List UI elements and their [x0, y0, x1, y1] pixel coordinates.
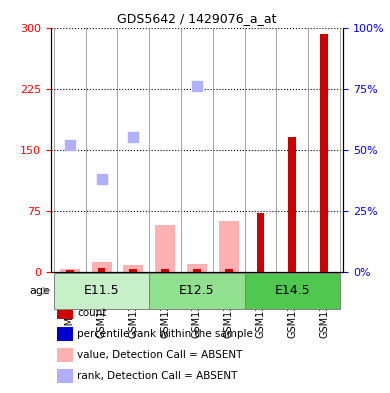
Text: rank, Detection Call = ABSENT: rank, Detection Call = ABSENT: [77, 371, 238, 381]
Bar: [225, 270, 233, 272]
FancyBboxPatch shape: [54, 273, 149, 309]
Point: [194, 83, 200, 89]
Bar: [289, 138, 296, 272]
Bar: [57, 348, 73, 362]
Point: [67, 141, 73, 148]
FancyBboxPatch shape: [245, 273, 340, 309]
Bar: [57, 327, 73, 341]
Bar: [98, 268, 105, 272]
Bar: [57, 306, 73, 320]
Bar: [193, 270, 201, 272]
FancyBboxPatch shape: [149, 273, 245, 309]
Title: GDS5642 / 1429076_a_at: GDS5642 / 1429076_a_at: [117, 12, 277, 25]
Text: E14.5: E14.5: [275, 284, 310, 297]
Text: E12.5: E12.5: [179, 284, 215, 297]
Point: [130, 134, 136, 141]
Bar: [57, 369, 73, 383]
Bar: [129, 268, 137, 272]
Bar: [92, 262, 112, 272]
Bar: [161, 270, 169, 272]
Text: value, Detection Call = ABSENT: value, Detection Call = ABSENT: [77, 350, 243, 360]
Bar: [60, 270, 80, 272]
Text: age: age: [29, 286, 50, 296]
Bar: [219, 221, 239, 272]
Bar: [187, 264, 207, 272]
Text: percentile rank within the sample: percentile rank within the sample: [77, 329, 253, 339]
Bar: [66, 270, 74, 272]
Text: count: count: [77, 308, 106, 318]
Bar: [320, 34, 328, 272]
Bar: [257, 213, 264, 272]
Bar: [155, 225, 175, 272]
Point: [98, 176, 105, 182]
Text: E11.5: E11.5: [84, 284, 119, 297]
Bar: [123, 265, 144, 272]
